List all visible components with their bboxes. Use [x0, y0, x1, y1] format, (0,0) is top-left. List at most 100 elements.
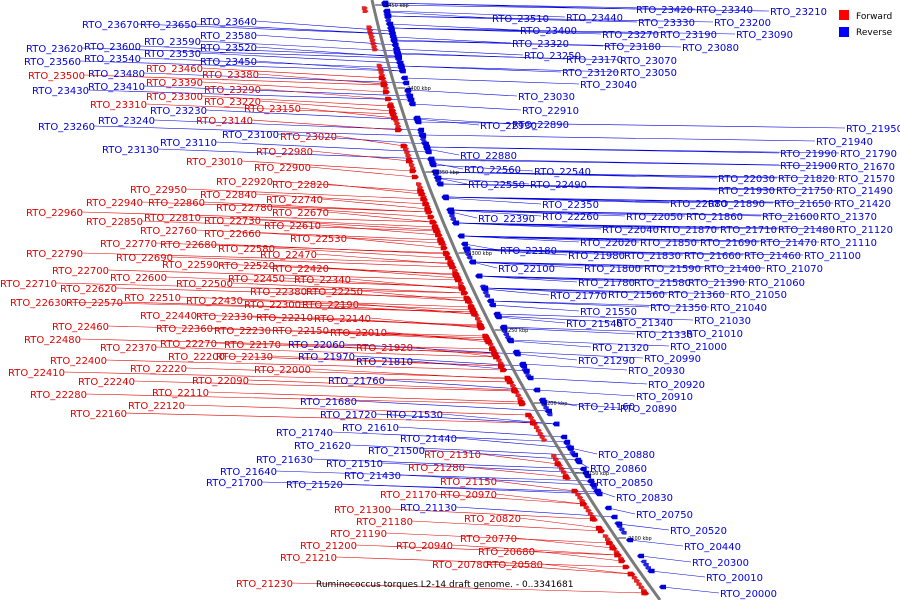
gene-glyph: [512, 349, 520, 355]
legend-reverse-label: Reverse: [856, 28, 893, 38]
gene-glyph: [611, 547, 618, 551]
connector-line: [349, 444, 575, 456]
connector-line: [487, 563, 632, 575]
connector-line: [141, 220, 437, 232]
gene-label: RTO_22170: [224, 340, 281, 351]
gene-label: RTO_21550: [580, 307, 637, 318]
connector-line: [397, 426, 564, 438]
gene-glyph: [482, 291, 489, 295]
gene-glyph: [513, 390, 520, 394]
gene-glyph: [468, 303, 475, 308]
connector-line: [83, 74, 385, 86]
gene-glyph: [388, 102, 395, 106]
connector-line: [381, 462, 586, 474]
connector-line: [353, 355, 524, 367]
gene-label: RTO_22900: [254, 163, 311, 174]
connector-line: [85, 393, 523, 405]
connector-line: [81, 47, 399, 59]
gene-glyph: [607, 540, 614, 545]
gene-glyph: [422, 144, 430, 150]
gene-label: RTO_22520: [218, 261, 275, 272]
connector-line: [640, 555, 692, 563]
gene-glyph: [440, 245, 448, 251]
gene-glyph: [408, 101, 416, 107]
gene-label: RTO_23250: [524, 51, 581, 62]
gene-glyph: [535, 428, 542, 433]
gene-glyph: [436, 233, 443, 237]
gene-label: RTO_22740: [266, 195, 323, 206]
gene-label: RTO_21540: [566, 319, 623, 330]
gene-glyph: [391, 111, 398, 116]
kbp-tick-label: 2350 kbp: [435, 170, 459, 176]
connector-line: [399, 474, 594, 486]
connector-line: [461, 235, 820, 243]
gene-label: RTO_22420: [272, 264, 329, 275]
gene-glyph: [504, 335, 511, 340]
gene-label: RTO_23600: [84, 42, 141, 53]
gene-label: RTO_23180: [604, 42, 661, 53]
connector-line: [199, 40, 397, 52]
gene-glyph: [370, 41, 377, 45]
gene-glyph: [368, 31, 375, 36]
gene-label: RTO_23330: [638, 18, 695, 29]
gene-glyph: [394, 121, 401, 125]
connector-line: [215, 141, 429, 153]
gene-glyph: [381, 2, 389, 8]
connector-line: [321, 198, 428, 210]
gene-label: RTO_21400: [704, 264, 761, 275]
gene-glyph: [467, 300, 474, 305]
gene-glyph: [553, 457, 560, 461]
gene-glyph: [420, 195, 427, 199]
gene-label: RTO_21150: [440, 477, 497, 488]
connector-line: [439, 183, 836, 191]
gene-glyph: [420, 140, 427, 145]
gene-glyph: [618, 527, 625, 532]
connector-line: [389, 23, 520, 31]
gene-glyph: [500, 367, 508, 373]
connector-line: [155, 346, 497, 358]
gene-glyph: [487, 342, 494, 346]
gene-glyph: [604, 537, 611, 541]
gene-label: RTO_20520: [670, 526, 727, 537]
connector-line: [315, 253, 452, 265]
gene-label: RTO_22500: [176, 279, 233, 290]
connector-line: [255, 193, 426, 205]
connector-line: [361, 290, 469, 302]
gene-label: RTO_20780: [432, 560, 489, 571]
connector-line: [495, 493, 584, 505]
gene-glyph: [571, 488, 579, 494]
connector-line: [495, 480, 576, 492]
gene-glyph: [530, 419, 537, 423]
gene-label: RTO_20000: [720, 589, 777, 600]
gene-label: RTO_21660: [684, 251, 741, 262]
gene-label: RTO_22160: [70, 409, 127, 420]
gene-label: RTO_21460: [744, 251, 801, 262]
gene-label: RTO_23290: [204, 85, 261, 96]
gene-glyph: [461, 290, 469, 296]
connector-line: [201, 67, 383, 79]
gene-glyph: [642, 563, 649, 567]
gene-glyph: [457, 233, 465, 239]
gene-glyph: [575, 459, 583, 465]
kbp-tick-label: 2150 kbp: [586, 471, 610, 477]
connector-line: [412, 103, 522, 111]
gene-glyph: [440, 243, 447, 247]
connector-line: [618, 523, 670, 531]
kbp-tick-marks: 2450 kbp 2400 kbp 2350 kbp 2300 kbp 2250 kbp…: [375, 3, 652, 542]
gene-label: RTO_22450: [228, 274, 285, 285]
gene-glyph: [449, 217, 456, 221]
gene-glyph: [401, 143, 408, 148]
gene-glyph: [579, 466, 587, 472]
gene-label: RTO_22950: [130, 185, 187, 196]
gene-glyph: [409, 168, 417, 174]
gene-glyph: [435, 230, 442, 234]
gene-label: RTO_21640: [220, 467, 277, 478]
gene-glyph: [458, 281, 465, 285]
gene-label: RTO_21740: [276, 428, 333, 439]
gene-label: RTO_21780: [578, 278, 635, 289]
gene-glyph: [644, 566, 651, 570]
gene-label: RTO_21340: [616, 318, 673, 329]
connector-line: [431, 159, 838, 167]
gene-glyph: [647, 569, 654, 573]
legend-forward-label: Forward: [856, 12, 892, 22]
